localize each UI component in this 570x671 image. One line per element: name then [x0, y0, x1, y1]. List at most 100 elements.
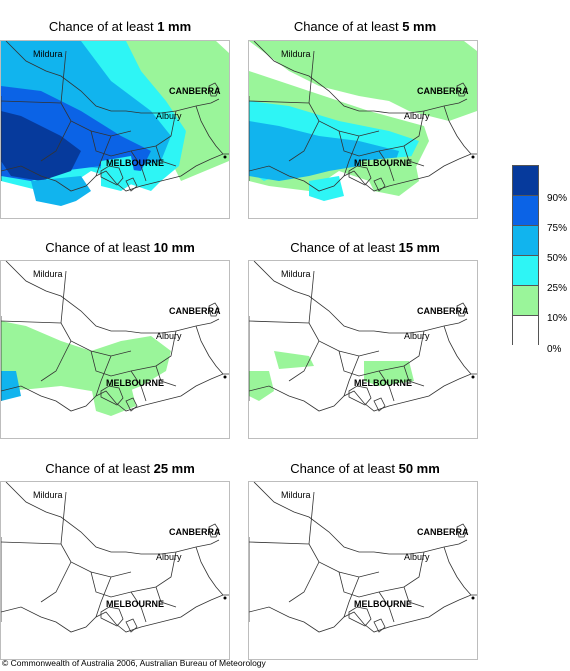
panel-title-50mm: Chance of at least 50 mm — [290, 461, 440, 476]
boundary-line-5 — [60, 491, 67, 545]
boundary-line-5 — [308, 491, 315, 545]
boundary-line-1 — [5, 482, 220, 555]
place-label-albury: Albury — [404, 111, 430, 121]
legend-label-25: 25% — [547, 283, 568, 294]
boundary-line-4 — [1, 541, 132, 578]
probability-legend: 90% 75% 50% 25% 10% 0% — [512, 165, 567, 355]
boundary-line-13 — [373, 618, 386, 633]
probability-region-5 — [31, 176, 91, 206]
victoria-map: Mildura CANBERRA Albury MELBOURNE — [1, 482, 229, 633]
probability-region-0 — [249, 371, 274, 401]
boundary-line-3 — [456, 523, 468, 538]
boundary-line-13 — [373, 397, 386, 412]
legend-swatch-75 — [512, 195, 539, 225]
boundary-line-5 — [60, 50, 67, 104]
boundary-line-1 — [253, 261, 468, 334]
probability-region-1 — [1, 371, 21, 401]
boundary-line-3 — [456, 302, 468, 317]
boundary-line-10 — [403, 586, 425, 608]
boundary-line-2 — [443, 105, 472, 155]
legend-swatch-25 — [512, 255, 539, 285]
boundary-line-2 — [443, 546, 472, 596]
map-panel-10mm: Mildura CANBERRA Albury MELBOURNE — [0, 260, 230, 439]
boundary-line-1 — [253, 482, 468, 555]
legend-label-0: 0% — [547, 344, 562, 355]
probability-region-2 — [364, 361, 414, 386]
boundary-line-10 — [403, 365, 425, 387]
boundary-line-0 — [1, 594, 229, 633]
boundary-line-10 — [155, 145, 177, 167]
city-dot — [471, 596, 475, 600]
place-label-albury: Albury — [156, 331, 182, 341]
panel-title-25mm: Chance of at least 25 mm — [45, 461, 195, 476]
boundary-line-8 — [95, 135, 112, 177]
boundary-line-1 — [5, 261, 220, 334]
boundary-line-9 — [378, 150, 395, 182]
boundary-line-12 — [348, 165, 372, 186]
place-label-melbourne: MELBOURNE — [106, 599, 164, 609]
boundary-line-12 — [348, 385, 372, 406]
boundary-line-0 — [249, 153, 477, 192]
boundary-line-3 — [456, 82, 468, 97]
map-panel-5mm: Mildura CANBERRA Albury MELBOURNE — [248, 40, 478, 219]
boundary-line-2 — [195, 546, 224, 596]
boundary-line-9 — [378, 370, 395, 402]
place-label-mildura: Mildura — [281, 269, 311, 279]
panel-title-10mm: Chance of at least 10 mm — [45, 240, 195, 255]
place-label-canberra: CANBERRA — [169, 86, 221, 96]
place-label-canberra: CANBERRA — [417, 306, 469, 316]
boundary-line-4 — [249, 100, 380, 137]
legend-label-10: 10% — [547, 313, 568, 324]
boundary-line-2 — [195, 325, 224, 375]
victoria-map: Mildura CANBERRA Albury MELBOURNE — [1, 41, 229, 206]
boundary-line-3 — [208, 302, 220, 317]
boundary-line-7 — [40, 340, 72, 382]
panel-title-15mm: Chance of at least 15 mm — [290, 240, 440, 255]
boundary-line-4 — [249, 320, 380, 357]
victoria-map: Mildura CANBERRA Albury MELBOURNE — [1, 261, 229, 416]
boundary-line-4 — [1, 320, 132, 357]
boundary-line-5 — [308, 270, 315, 324]
boundary-line-13 — [373, 177, 386, 192]
boundary-line-3 — [208, 82, 220, 97]
boundary-line-7 — [288, 340, 320, 382]
city-dot — [223, 375, 227, 379]
place-label-albury: Albury — [156, 552, 182, 562]
boundary-line-1 — [253, 41, 468, 114]
boundary-line-3 — [208, 523, 220, 538]
place-label-canberra: CANBERRA — [417, 527, 469, 537]
boundary-line-0 — [1, 153, 229, 192]
boundary-line-5 — [60, 270, 67, 324]
boundary-line-10 — [403, 145, 425, 167]
place-label-melbourne: MELBOURNE — [106, 378, 164, 388]
boundary-line-2 — [443, 325, 472, 375]
probability-region-2 — [91, 386, 136, 416]
city-dot — [471, 155, 475, 159]
city-dot — [471, 375, 475, 379]
boundary-line-7 — [40, 561, 72, 603]
probability-region-0 — [1, 321, 171, 396]
place-label-mildura: Mildura — [281, 490, 311, 500]
map-panel-50mm: Mildura CANBERRA Albury MELBOURNE — [248, 481, 478, 660]
panel-title-5mm: Chance of at least 5 mm — [293, 19, 437, 34]
boundary-line-1 — [5, 41, 220, 114]
place-label-melbourne: MELBOURNE — [354, 599, 412, 609]
boundary-line-4 — [249, 541, 380, 578]
city-dot — [223, 155, 227, 159]
copyright-footer: © Commonwealth of Australia 2006, Austra… — [2, 658, 266, 668]
panel-title-1mm: Chance of at least 1 mm — [48, 19, 192, 34]
place-label-mildura: Mildura — [33, 49, 63, 59]
place-label-mildura: Mildura — [33, 269, 63, 279]
place-label-canberra: CANBERRA — [169, 527, 221, 537]
boundary-line-12 — [348, 606, 372, 627]
place-label-mildura: Mildura — [281, 49, 311, 59]
probability-region-4 — [359, 156, 419, 196]
boundary-line-8 — [95, 576, 112, 618]
boundary-line-9 — [130, 150, 147, 182]
victoria-map: Mildura CANBERRA Albury MELBOURNE — [249, 482, 477, 633]
legend-label-50: 50% — [547, 253, 568, 264]
place-label-melbourne: MELBOURNE — [354, 378, 412, 388]
boundary-line-13 — [125, 177, 138, 192]
boundary-line-5 — [308, 50, 315, 104]
map-panel-1mm: Mildura CANBERRA Albury MELBOURNE — [0, 40, 230, 219]
